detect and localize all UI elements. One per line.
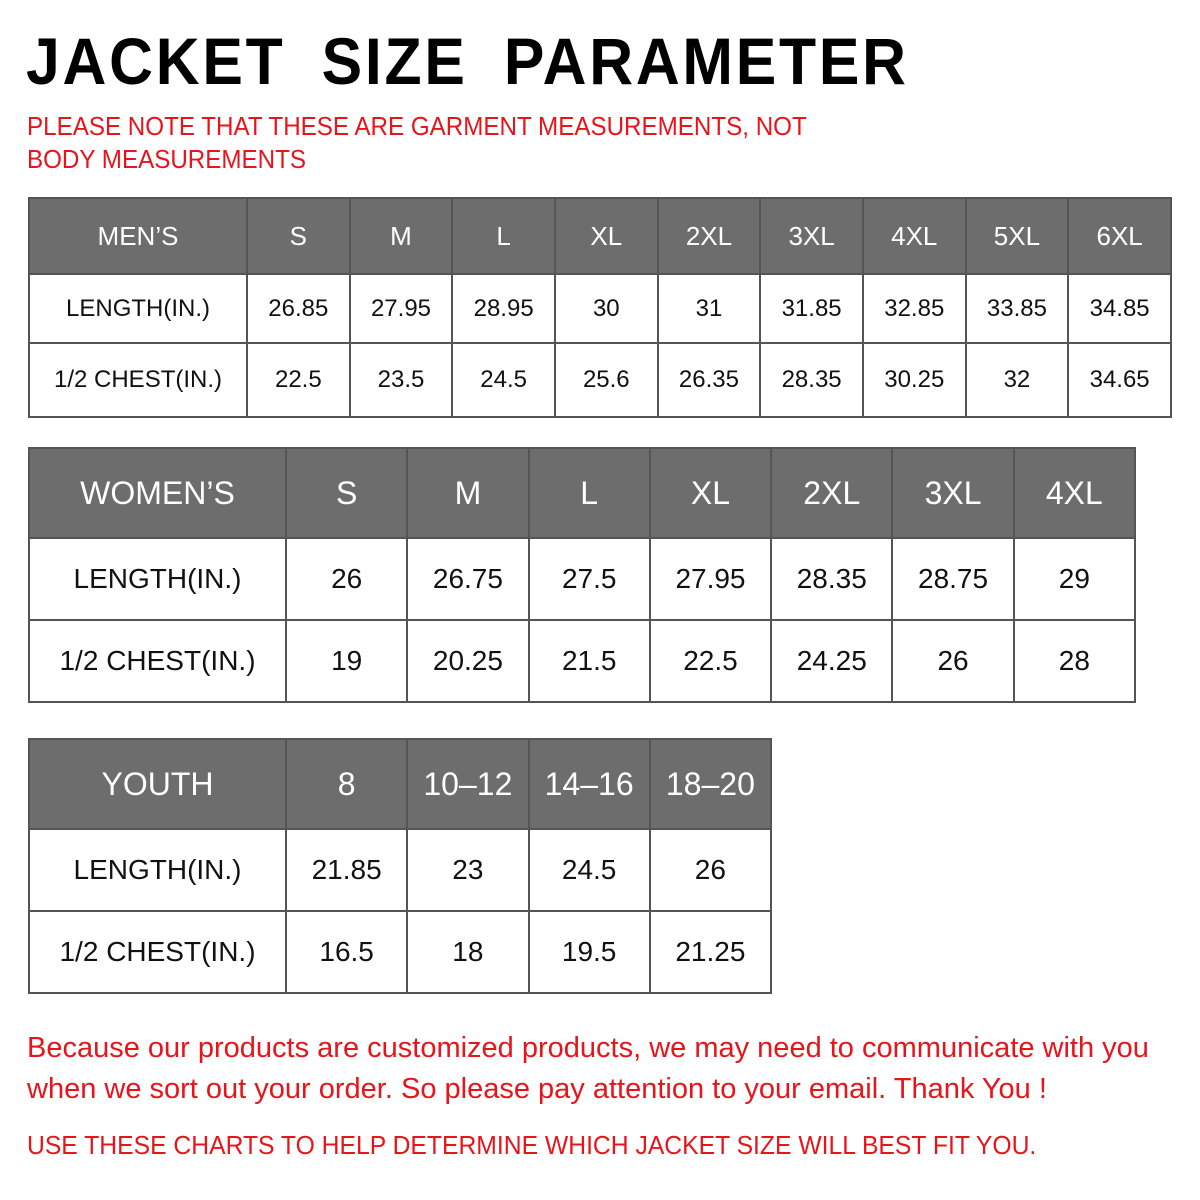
measurement-cell: 21.85 <box>284 828 409 912</box>
size-header: 10–12 <box>406 738 530 830</box>
measurement-cell: 20.25 <box>406 619 530 703</box>
women-size-table: WOMEN’S S M L XL 2XL 3XL 4XL LENGTH(IN.) 26 26.75 2… <box>28 447 1137 703</box>
measurement-cell: 26.85 <box>246 273 351 344</box>
header-row: YOUTH 8 10–12 14–16 18–20 <box>28 738 773 830</box>
measurement-cell: 24.5 <box>527 828 651 912</box>
measurement-cell: 28.35 <box>770 537 894 621</box>
measurement-cell: 32 <box>964 342 1070 418</box>
table-row: 1/2 CHEST(IN.) 19 20.25 21.5 22.5 24.25 26 28 <box>28 619 1137 703</box>
table-row: 1/2 CHEST(IN.) 16.5 18 19.5 21.25 <box>28 910 773 994</box>
measurement-cell: 19 <box>284 619 409 703</box>
measurement-cell: 23.5 <box>348 342 454 418</box>
size-header: M <box>348 197 454 275</box>
size-header: S <box>284 447 409 539</box>
measurement-cell: 26 <box>284 537 409 621</box>
measurement-cell: 28.95 <box>451 273 556 344</box>
header-row: MEN’S S M L XL 2XL 3XL 4XL 5XL 6XL <box>28 197 1172 275</box>
measurement-cell: 33.85 <box>964 273 1070 344</box>
measurement-cell: 34.65 <box>1067 342 1172 418</box>
category-header: MEN’S <box>28 197 248 275</box>
men-size-table: MEN’S S M L XL 2XL 3XL 4XL 5XL 6XL LENGTH(IN.) 26.8… <box>28 197 1172 418</box>
measurement-cell: 34.85 <box>1067 273 1172 344</box>
measurement-cell: 22.5 <box>246 342 351 418</box>
customization-message: Because our products are customized prod… <box>27 1032 1149 1105</box>
measurement-cell: 24.5 <box>451 342 556 418</box>
measurement-cell: 18 <box>406 910 530 994</box>
measurement-cell: 27.95 <box>348 273 454 344</box>
size-header: XL <box>553 197 659 275</box>
row-label: LENGTH(IN.) <box>28 273 248 344</box>
row-label: 1/2 CHEST(IN.) <box>28 910 287 994</box>
table-row: LENGTH(IN.) 26 26.75 27.5 27.95 28.35 28.75 29 <box>28 537 1137 621</box>
measurement-cell: 23 <box>406 828 530 912</box>
row-label: LENGTH(IN.) <box>28 537 287 621</box>
measurement-cell: 26 <box>891 619 1015 703</box>
size-header: 4XL <box>1012 447 1137 539</box>
size-header: 5XL <box>964 197 1070 275</box>
size-header: L <box>527 447 651 539</box>
size-header: XL <box>648 447 773 539</box>
measurement-cell: 26 <box>648 828 773 912</box>
measurement-cell: 25.6 <box>553 342 659 418</box>
table-row: 1/2 CHEST(IN.) 22.5 23.5 24.5 25.6 26.35 28.35… <box>28 342 1172 418</box>
measurement-cell: 30 <box>553 273 659 344</box>
size-header: 8 <box>284 738 409 830</box>
measurement-cell: 28 <box>1012 619 1137 703</box>
category-header: YOUTH <box>28 738 287 830</box>
size-header: 6XL <box>1067 197 1172 275</box>
size-header: 18–20 <box>648 738 773 830</box>
measurement-cell: 19.5 <box>527 910 651 994</box>
header-row: WOMEN’S S M L XL 2XL 3XL 4XL <box>28 447 1137 539</box>
measurement-cell: 31 <box>656 273 762 344</box>
measurement-cell: 32.85 <box>861 273 967 344</box>
table-row: LENGTH(IN.) 21.85 23 24.5 26 <box>28 828 773 912</box>
measurement-cell: 27.95 <box>648 537 773 621</box>
size-header: 4XL <box>861 197 967 275</box>
size-header: 2XL <box>770 447 894 539</box>
size-header: 3XL <box>891 447 1015 539</box>
measurement-cell: 21.5 <box>527 619 651 703</box>
measurement-cell: 29 <box>1012 537 1137 621</box>
measurement-note: PLEASE NOTE THAT THESE ARE GARMENT MEASU… <box>27 111 807 174</box>
measurement-cell: 28.75 <box>891 537 1015 621</box>
size-header: L <box>451 197 556 275</box>
size-header: 14–16 <box>527 738 651 830</box>
size-instruction: USE THESE CHARTS TO HELP DETERMINE WHICH… <box>27 1130 1037 1160</box>
row-label: LENGTH(IN.) <box>28 828 287 912</box>
measurement-cell: 26.75 <box>406 537 530 621</box>
measurement-cell: 28.35 <box>759 342 864 418</box>
measurement-cell: 26.35 <box>656 342 762 418</box>
table-row: LENGTH(IN.) 26.85 27.95 28.95 30 31 31.85 32.85… <box>28 273 1172 344</box>
page-title: JACKET SIZE PARAMETER <box>26 24 909 98</box>
measurement-cell: 31.85 <box>759 273 864 344</box>
measurement-cell: 24.25 <box>770 619 894 703</box>
measurement-cell: 30.25 <box>861 342 967 418</box>
row-label: 1/2 CHEST(IN.) <box>28 342 248 418</box>
youth-size-table: YOUTH 8 10–12 14–16 18–20 LENGTH(IN.) 21.85 23 2… <box>28 738 773 994</box>
row-label: 1/2 CHEST(IN.) <box>28 619 287 703</box>
measurement-cell: 27.5 <box>527 537 651 621</box>
size-header: S <box>246 197 351 275</box>
size-header: 3XL <box>759 197 864 275</box>
size-header: M <box>406 447 530 539</box>
measurement-cell: 22.5 <box>648 619 773 703</box>
size-header: 2XL <box>656 197 762 275</box>
category-header: WOMEN’S <box>28 447 287 539</box>
measurement-cell: 21.25 <box>648 910 773 994</box>
measurement-cell: 16.5 <box>284 910 409 994</box>
